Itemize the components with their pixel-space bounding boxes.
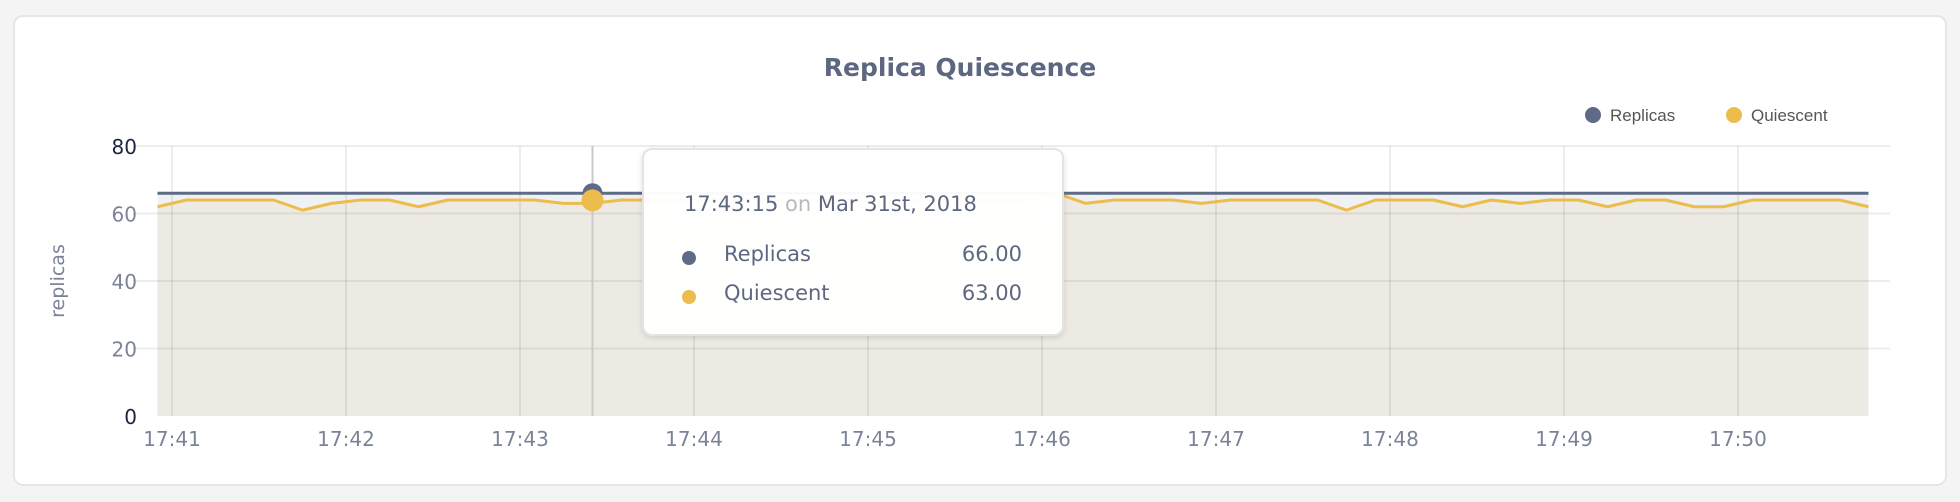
y-tick-label: 80 [112, 135, 137, 159]
tooltip-row-quiescent: Quiescent 63.00 [682, 281, 1022, 311]
y-tick-label: 40 [112, 270, 137, 294]
tooltip-on: on [785, 192, 812, 216]
x-tick-label: 17:44 [665, 427, 723, 451]
tooltip-series-value: 63.00 [961, 281, 1022, 305]
tooltip-date: Mar 31st, 2018 [817, 192, 977, 216]
x-tick-label: 17:43 [491, 427, 549, 451]
x-tick-label: 17:41 [143, 427, 201, 451]
legend: Replicas Quiescent [1585, 106, 1828, 125]
tooltip-row-replicas: Replicas 66.00 [682, 242, 1022, 272]
tooltip-series-value: 66.00 [961, 242, 1022, 266]
hover-point-quiescent [581, 189, 604, 212]
x-tick-label: 17:50 [1709, 427, 1767, 451]
y-tick-label: 60 [112, 203, 137, 227]
y-axis-label: replicas [47, 244, 69, 318]
y-tick-label: 20 [112, 338, 137, 362]
tooltip-series-name: Quiescent [724, 281, 830, 305]
replicas-dot-icon [682, 251, 696, 265]
chart-title: Replica Quiescence [824, 53, 1096, 82]
x-tick-label: 17:49 [1535, 427, 1593, 451]
tooltip: 17:43:15 on Mar 31st, 2018 Replicas 66.0… [642, 148, 1064, 336]
x-tick-label: 17:42 [317, 427, 375, 451]
gridlines [133, 145, 1890, 416]
x-tick-label: 17:46 [1013, 427, 1071, 451]
legend-item-quiescent[interactable]: Quiescent [1726, 106, 1828, 125]
tooltip-time: 17:43:15 [684, 192, 779, 216]
legend-dot-replicas [1585, 107, 1601, 123]
x-tick-label: 17:48 [1361, 427, 1419, 451]
tooltip-header: 17:43:15 on Mar 31st, 2018 [684, 192, 977, 216]
quiescent-dot-icon [682, 290, 696, 304]
hover-marker [581, 146, 604, 416]
y-axis-ticks: 0 20 40 60 80 [112, 135, 137, 429]
legend-item-replicas[interactable]: Replicas [1585, 106, 1675, 125]
x-axis-ticks: 17:41 17:42 17:43 17:44 17:45 17:46 17:47 17:48… [143, 427, 1767, 451]
tooltip-series-name: Replicas [724, 242, 811, 266]
x-tick-label: 17:47 [1187, 427, 1245, 451]
legend-dot-quiescent [1726, 107, 1742, 123]
x-tick-label: 17:45 [839, 427, 897, 451]
legend-label-replicas: Replicas [1610, 106, 1675, 125]
legend-label-quiescent: Quiescent [1751, 106, 1828, 125]
y-tick-label: 0 [124, 405, 137, 429]
